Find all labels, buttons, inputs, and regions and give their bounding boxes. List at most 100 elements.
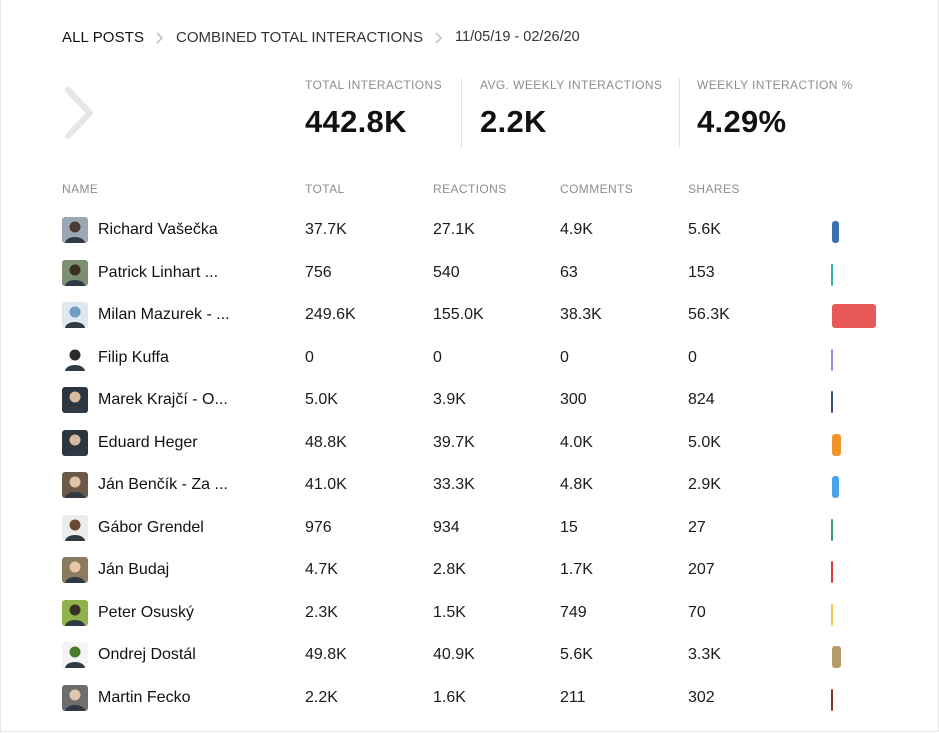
comments-value: 300: [560, 391, 587, 408]
stat-label: AVG. WEEKLY INTERACTIONS: [480, 78, 663, 92]
breadcrumb-all-posts[interactable]: ALL POSTS: [62, 28, 145, 46]
reactions-value: 3.9K: [433, 391, 466, 408]
divider: [679, 78, 680, 148]
comments-value: 15: [560, 518, 578, 536]
shares-value: 27: [688, 518, 706, 536]
profile-name[interactable]: Ján Budaj: [98, 561, 170, 578]
table-header: NAME TOTAL REACTIONS COMMENTS SHARES: [0, 182, 937, 198]
stat-label: WEEKLY INTERACTION %: [697, 78, 853, 92]
header-comments[interactable]: COMMENTS: [560, 182, 634, 196]
breadcrumb-date-range[interactable]: 11/05/19 - 02/26/20: [455, 29, 580, 45]
total-value: 249.6K: [305, 306, 356, 323]
table-row[interactable]: Milan Mazurek - ... 249.6K 155.0K 38.3K 56.3…: [0, 294, 937, 337]
shares-value: 2.9K: [688, 476, 721, 493]
profile-name[interactable]: Gábor Grendel: [98, 518, 204, 536]
table-row[interactable]: Eduard Heger 48.8K 39.7K 4.0K 5.0K: [0, 422, 937, 465]
shares-value: 153: [688, 263, 715, 281]
comments-value: 4.9K: [560, 221, 593, 238]
reactions-value: 934: [433, 518, 460, 536]
reactions-value: 39.7K: [433, 433, 475, 451]
table-row[interactable]: Filip Kuffa 0 0 0 0: [0, 337, 937, 380]
profile-name[interactable]: Eduard Heger: [98, 433, 198, 451]
profile-name[interactable]: Milan Mazurek - ...: [98, 306, 230, 323]
share-bar: [831, 603, 833, 626]
total-value: 2.2K: [305, 688, 338, 706]
reactions-value: 40.9K: [433, 646, 475, 663]
header-total[interactable]: TOTAL: [305, 182, 345, 196]
breadcrumb: ALL POSTS COMBINED TOTAL INTERACTIONS 11…: [62, 27, 580, 47]
share-bar: [832, 433, 841, 456]
reactions-value: 1.6K: [433, 688, 466, 706]
table-row[interactable]: Patrick Linhart ... 756 540 63 153: [0, 252, 937, 295]
total-value: 41.0K: [305, 476, 347, 493]
total-value: 2.3K: [305, 603, 338, 621]
profile-name[interactable]: Filip Kuffa: [98, 348, 169, 366]
reactions-value: 2.8K: [433, 561, 466, 578]
table-row[interactable]: Gábor Grendel 976 934 15 27: [0, 507, 937, 550]
chevron-right-icon: [429, 29, 449, 46]
shares-value: 5.6K: [688, 221, 721, 238]
comments-value: 211: [560, 688, 586, 706]
stat-weekly-pct: WEEKLY INTERACTION % 4.29%: [697, 78, 853, 148]
avatar: [62, 472, 88, 498]
shares-value: 5.0K: [688, 433, 721, 451]
shares-value: 207: [688, 561, 715, 578]
avatar: [62, 217, 88, 243]
total-value: 49.8K: [305, 646, 347, 663]
comments-value: 4.8K: [560, 476, 593, 493]
table-row[interactable]: Martin Fecko 2.2K 1.6K 211 302: [0, 677, 937, 720]
header-reactions[interactable]: REACTIONS: [433, 182, 507, 196]
table-row[interactable]: Ondrej Dostál 49.8K 40.9K 5.6K 3.3K: [0, 634, 937, 677]
share-bar: [831, 561, 833, 583]
profile-name[interactable]: Patrick Linhart ...: [98, 263, 219, 281]
stat-value: 2.2K: [480, 104, 547, 139]
breadcrumb-metric[interactable]: COMBINED TOTAL INTERACTIONS: [176, 28, 424, 46]
table-body: Richard Vašečka 37.7K 27.1K 4.9K 5.6K Patrick…: [0, 209, 937, 719]
table-row[interactable]: Peter Osuský 2.3K 1.5K 749 70: [0, 592, 937, 635]
shares-value: 3.3K: [688, 646, 721, 663]
table-row[interactable]: Richard Vašečka 37.7K 27.1K 4.9K 5.6K: [0, 209, 937, 252]
share-bar: [831, 391, 833, 413]
table-row[interactable]: Marek Krajčí - O... 5.0K 3.9K 300 824: [0, 379, 937, 422]
shares-value: 70: [688, 603, 706, 621]
share-bar: [832, 646, 841, 668]
chevron-right-icon: [150, 29, 170, 46]
chevron-right-icon[interactable]: [62, 86, 98, 140]
header-name[interactable]: NAME: [62, 182, 99, 196]
avatar: [62, 344, 88, 371]
comments-value: 749: [560, 603, 587, 621]
avatar: [62, 557, 88, 583]
table-row[interactable]: Ján Budaj 4.7K 2.8K 1.7K 207: [0, 549, 937, 592]
profile-name[interactable]: Richard Vašečka: [98, 221, 218, 238]
stat-value: 442.8K: [305, 104, 407, 139]
comments-value: 1.7K: [560, 561, 593, 578]
reactions-value: 1.5K: [433, 603, 466, 621]
divider: [461, 78, 462, 148]
share-bar: [832, 221, 839, 243]
shares-value: 0: [688, 348, 697, 366]
total-value: 756: [305, 263, 332, 281]
total-value: 5.0K: [305, 391, 338, 408]
shares-value: 302: [688, 688, 715, 706]
table-row[interactable]: Ján Benčík - Za ... 41.0K 33.3K 4.8K 2.9K: [0, 464, 937, 507]
total-value: 0: [305, 348, 314, 366]
shares-value: 824: [688, 391, 715, 408]
share-bar: [831, 518, 833, 541]
comments-value: 0: [560, 348, 569, 366]
header-shares[interactable]: SHARES: [688, 182, 740, 196]
avatar: [62, 259, 88, 286]
profile-name[interactable]: Ján Benčík - Za ...: [98, 476, 228, 493]
shares-value: 56.3K: [688, 306, 730, 323]
share-bar: [832, 476, 840, 498]
profile-name[interactable]: Martin Fecko: [98, 688, 191, 706]
profile-name[interactable]: Peter Osuský: [98, 603, 195, 621]
share-bar: [831, 348, 833, 371]
profile-name[interactable]: Marek Krajčí - O...: [98, 391, 228, 408]
reactions-value: 540: [433, 263, 460, 281]
stat-avg-weekly: AVG. WEEKLY INTERACTIONS 2.2K: [480, 78, 662, 148]
comments-value: 4.0K: [560, 433, 593, 451]
avatar: [62, 599, 88, 626]
profile-name[interactable]: Ondrej Dostál: [98, 646, 196, 663]
share-bar: [831, 263, 833, 286]
total-value: 4.7K: [305, 561, 338, 578]
